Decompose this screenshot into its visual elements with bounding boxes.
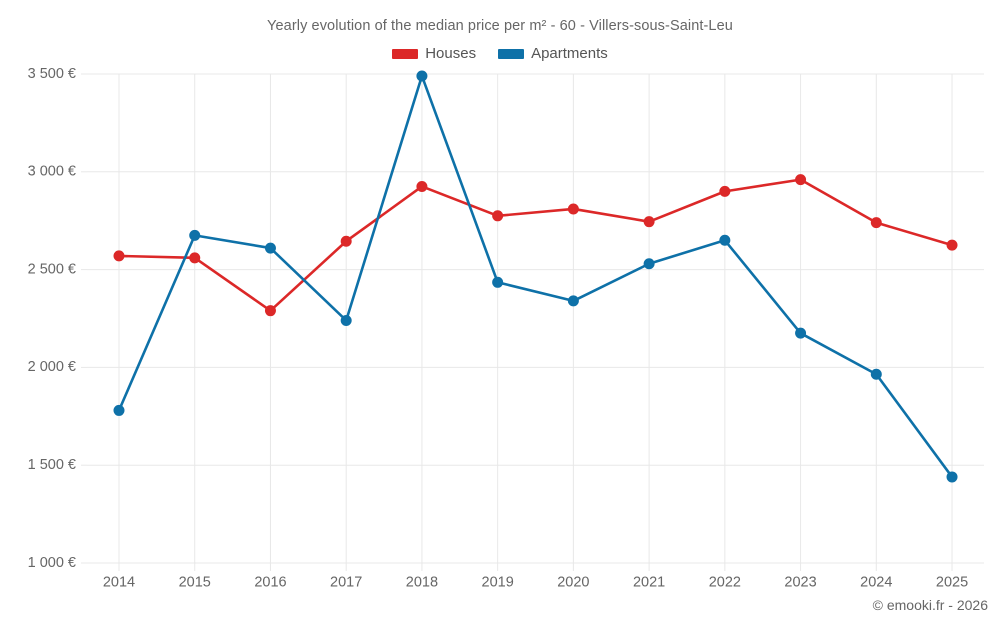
- xtick-label-2024: 2024: [860, 575, 892, 591]
- data-point-houses-2025[interactable]: [946, 239, 958, 251]
- data-point-houses-2017[interactable]: [340, 235, 352, 247]
- xtick-label-2014: 2014: [103, 575, 135, 591]
- data-point-apartments-2017[interactable]: [340, 314, 352, 326]
- data-point-apartments-2016[interactable]: [264, 242, 276, 254]
- chart-title: Yearly evolution of the median price per…: [267, 18, 733, 34]
- grid-lines: [81, 73, 984, 571]
- data-point-apartments-2014[interactable]: [113, 404, 125, 416]
- xtick-label-2017: 2017: [330, 575, 362, 591]
- data-point-houses-2020[interactable]: [567, 203, 579, 215]
- data-point-apartments-2015[interactable]: [189, 229, 201, 241]
- ytick-label: 3 500 €: [28, 66, 76, 82]
- ytick-label: 1 000 €: [28, 555, 76, 571]
- xtick-label-2022: 2022: [709, 575, 741, 591]
- ytick-label: 2 500 €: [28, 261, 76, 277]
- data-point-apartments-2023[interactable]: [795, 327, 807, 339]
- xtick-label-2023: 2023: [784, 575, 816, 591]
- xtick-label-2015: 2015: [179, 575, 211, 591]
- legend-item-houses[interactable]: Houses: [392, 46, 476, 61]
- xtick-label-2016: 2016: [254, 575, 286, 591]
- xtick-label-2020: 2020: [557, 575, 589, 591]
- data-point-apartments-2025[interactable]: [946, 471, 958, 483]
- data-point-apartments-2018[interactable]: [416, 70, 428, 82]
- series-line-apartments: [117, 74, 954, 479]
- legend-swatch-apartments: [498, 48, 525, 59]
- footer-credit: © emooki.fr - 2026: [872, 597, 988, 613]
- data-point-houses-2018[interactable]: [416, 180, 428, 192]
- data-series-layer: [113, 70, 958, 483]
- ytick-label: 1 500 €: [28, 457, 76, 473]
- chart-legend: Houses Apartments: [0, 46, 1000, 61]
- data-point-houses-2021[interactable]: [643, 216, 655, 228]
- ytick-label: 3 000 €: [28, 164, 76, 180]
- legend-label-houses: Houses: [425, 45, 477, 62]
- ytick-label: 2 000 €: [28, 359, 76, 375]
- xtick-label-2025: 2025: [936, 575, 968, 591]
- legend-swatch-houses: [392, 48, 419, 59]
- data-point-houses-2019[interactable]: [492, 210, 504, 222]
- xtick-label-2018: 2018: [406, 575, 438, 591]
- data-point-houses-2024[interactable]: [870, 217, 882, 229]
- data-point-apartments-2019[interactable]: [492, 276, 504, 288]
- y-axis-ticks: 1 000 € 1 500 € 2 000 € 2 500 € 3 000 € 3 500…: [28, 66, 76, 571]
- data-point-apartments-2020[interactable]: [567, 295, 579, 307]
- data-point-houses-2015[interactable]: [189, 252, 201, 264]
- data-point-houses-2022[interactable]: [719, 185, 731, 197]
- series-line-houses: [117, 178, 954, 312]
- xtick-label-2021: 2021: [633, 575, 665, 591]
- legend-label-apartments: Apartments: [531, 45, 608, 62]
- legend-item-apartments[interactable]: Apartments: [498, 46, 608, 61]
- data-point-houses-2023[interactable]: [795, 174, 807, 186]
- data-point-apartments-2021[interactable]: [643, 258, 655, 270]
- data-point-apartments-2024[interactable]: [870, 368, 882, 380]
- data-point-houses-2014[interactable]: [113, 250, 125, 262]
- data-point-apartments-2022[interactable]: [719, 234, 731, 246]
- data-point-houses-2016[interactable]: [264, 305, 276, 317]
- xtick-label-2019: 2019: [482, 575, 514, 591]
- x-axis-ticks: 2014 2015 2016 2017 2018 2019 2020 2021 2022 2023…: [103, 575, 968, 591]
